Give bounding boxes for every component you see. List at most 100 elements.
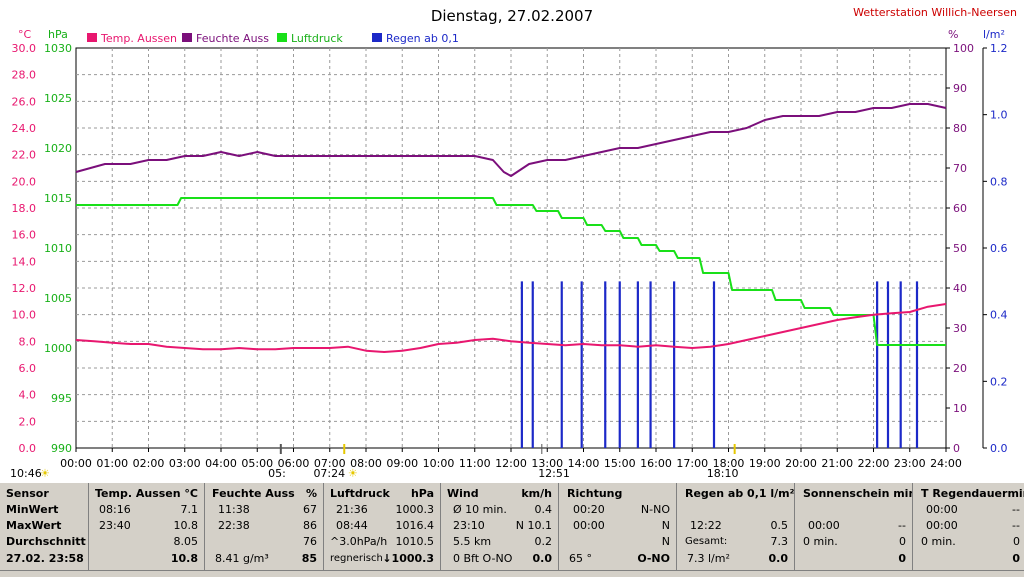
rain-column: Regen ab 0,1 l/m² 12:22 0.5 Gesamt: 7.3 7.… <box>677 483 794 575</box>
pressure-line <box>76 197 946 346</box>
sun-icon: ☀ <box>40 467 50 480</box>
sun-icon: ☀ <box>348 467 358 480</box>
time-tick-label: 21:00 <box>821 457 853 470</box>
wind-avg-label: Ø 10 min. <box>453 503 507 516</box>
daylight-duration: 10:46 <box>10 467 42 480</box>
press-unit: hPa <box>410 487 434 500</box>
hum-tick-label: 0 <box>953 442 960 455</box>
time-tick-label: 09:00 <box>386 457 418 470</box>
temp-tick-label: 24.0 <box>12 122 37 135</box>
time-tick-label: 24:00 <box>930 457 962 470</box>
time-tick-label: 18:00 <box>713 457 745 470</box>
press-current: 1000.3 <box>391 552 434 565</box>
temp-avg-value: 8.05 <box>173 535 199 548</box>
press-column: Luftdruck hPa 21:36 1000.3 08:44 1016.4 ^3.… <box>324 483 440 575</box>
chart-title: Dienstag, 27.02.2007 <box>431 7 593 25</box>
hum-max-value: 86 <box>303 519 317 532</box>
time-tick-label: 05:00 <box>241 457 273 470</box>
press-tick-label: 1000 <box>44 342 72 355</box>
dir-column: Richtung 00:20 N-NO 00:00 N N 65 ° O-NO <box>559 483 676 575</box>
hum-absolute: 8.41 g/m³ <box>215 552 269 565</box>
press-max-value: 1016.4 <box>395 519 435 532</box>
status-strip <box>0 570 1024 577</box>
temp-unit: °C <box>184 487 198 500</box>
hum-min-value: 67 <box>303 503 317 516</box>
axis-ticks: 00:00 01:00 02:00 03:00 04:00 05:00 06:00 07:00… <box>12 42 1008 470</box>
legend-rain-label: Regen ab 0,1 <box>386 32 459 45</box>
time-tick-label: 10:00 <box>423 457 455 470</box>
temp-tick-label: 14.0 <box>12 255 37 268</box>
rainduration-value: 0 <box>1013 535 1020 548</box>
press-tick-label: 1015 <box>44 192 72 205</box>
time-tick-label: 22:00 <box>858 457 890 470</box>
press-tick-label: 995 <box>51 392 72 405</box>
sun-dash: -- <box>898 519 906 532</box>
wind-beaufort: 0 Bft O-NO <box>453 552 513 565</box>
sun-value: 0 <box>899 535 906 548</box>
hum-column: Feuchte Auss% 11:38 67 22:38 86 76 8.41 g/… <box>205 483 323 575</box>
wind-distance: 5.5 km <box>453 535 492 548</box>
press-down-arrow-icon: ↓ <box>382 552 392 565</box>
dir-value-3: N <box>661 535 670 548</box>
hum-max-time: 22:38 <box>218 519 250 532</box>
temp-tick-label: 8.0 <box>19 335 37 348</box>
time-tick-label: 07:00 <box>314 457 346 470</box>
hum-min-time: 11:38 <box>218 503 250 516</box>
press-min-value: 1000.3 <box>395 503 435 516</box>
rainduration-minutes: 0 min. <box>921 535 956 548</box>
time-tick-label: 04:00 <box>205 457 237 470</box>
rainduration-header: T Regendauermin <box>921 487 1024 500</box>
temp-tick-label: 30.0 <box>12 42 37 55</box>
dir-header: Richtung <box>567 487 623 500</box>
rain-total-label: Gesamt: <box>685 536 728 547</box>
hum-unit: % <box>305 487 317 500</box>
time-tick-label: 17:00 <box>676 457 708 470</box>
rainduration-dash-1: -- <box>1012 503 1020 516</box>
sun-time: 00:00 <box>808 519 840 532</box>
hum-current: 85 <box>301 552 317 565</box>
temp-current: 10.8 <box>170 552 198 565</box>
hum-tick-label: 100 <box>953 42 974 55</box>
wind-avg-value: 0.4 <box>534 503 553 516</box>
time-tick-label: 23:00 <box>894 457 926 470</box>
rainduration-dash-2: -- <box>1012 519 1020 532</box>
sensor-header: Sensor <box>6 487 49 500</box>
hum-tick-label: 80 <box>953 122 967 135</box>
plot-grid <box>76 48 946 448</box>
sunrise-time: 07:24 <box>313 467 345 480</box>
time-tick-label: 14:00 <box>568 457 600 470</box>
rain-tick-label: 1.2 <box>990 42 1008 55</box>
time-tick-label: 06:00 <box>278 457 310 470</box>
temperature-line <box>75 303 947 353</box>
rainduration-time-2: 00:00 <box>926 519 958 532</box>
press-tick-label: 990 <box>51 442 72 455</box>
legend-temp-swatch <box>87 33 97 42</box>
temp-tick-label: 20.0 <box>12 175 37 188</box>
hum-unit-label: % <box>948 28 958 41</box>
press-unit-label: hPa <box>48 28 68 41</box>
press-max-time: 08:44 <box>336 519 368 532</box>
rain-total: 7.3 <box>770 535 789 548</box>
rain-tick-label: 0.0 <box>990 442 1008 455</box>
stats-panel: Sensor MinWert MaxWert Durchschnitt 27.0… <box>0 483 1024 577</box>
sun-markers: 10:46☀ 05: 07:24 12:51 18:10☀ <box>10 444 738 480</box>
time-tick-label: 15:00 <box>604 457 636 470</box>
sunset-time: 18:10 <box>707 467 739 480</box>
temp-tick-label: 10.0 <box>12 309 37 322</box>
legend-temp-label: Temp. Aussen <box>100 32 177 45</box>
wind-unit: km/h <box>521 487 552 500</box>
time-tick-label: 13:00 <box>531 457 563 470</box>
temp-column: Temp. Aussen °C 08:16 7.1 23:40 10.8 8.05 1… <box>89 483 204 575</box>
time-tick-label: 00:00 <box>60 457 92 470</box>
time-tick-label: 19:00 <box>749 457 781 470</box>
dawn-time: 05: <box>268 467 286 480</box>
dir-value-2: N <box>661 519 670 532</box>
rain-current: 0.0 <box>768 552 789 565</box>
sun-current: 0 <box>898 552 906 565</box>
legend-rain-swatch <box>372 33 382 42</box>
rainduration-time-1: 00:00 <box>926 503 958 516</box>
station-name: Wetterstation Willich-Neersen <box>853 6 1017 19</box>
time-tick-label: 02:00 <box>133 457 165 470</box>
last-update: 27.02. 23:58 <box>6 552 84 565</box>
temp-tick-label: 18.0 <box>12 202 37 215</box>
